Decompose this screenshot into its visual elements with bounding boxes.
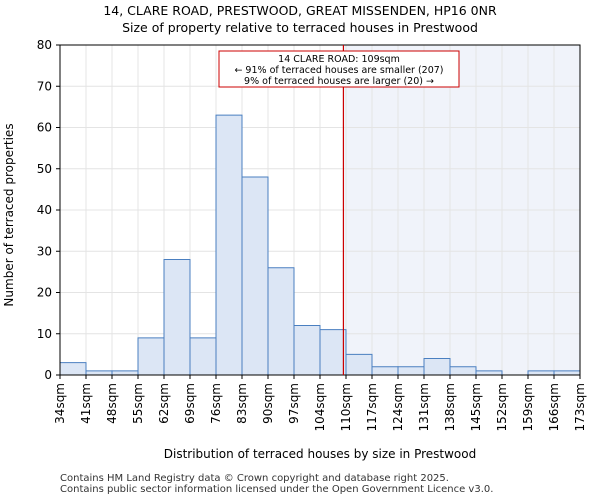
y-axis-label: Number of terraced properties (2, 123, 16, 306)
bar (189, 337, 217, 376)
bar (397, 366, 425, 376)
bar (371, 366, 399, 376)
x-tick-label: 41sqm (79, 383, 93, 424)
bar (85, 370, 113, 376)
bar (241, 176, 269, 376)
x-tick-label: 117sqm (365, 383, 379, 431)
bar (215, 114, 243, 376)
x-tick-label: 159sqm (521, 383, 535, 431)
x-tick-label: 97sqm (287, 383, 301, 424)
x-tick-label: 166sqm (547, 383, 561, 431)
x-tick-label: 110sqm (339, 383, 353, 431)
bar (319, 329, 347, 376)
bar (267, 267, 295, 376)
x-tick-label: 131sqm (417, 383, 431, 431)
x-tick-label: 90sqm (261, 383, 275, 424)
footer-line-1: Contains HM Land Registry data © Crown c… (60, 473, 449, 484)
bar (293, 325, 321, 376)
x-axis-label: Distribution of terraced houses by size … (164, 447, 477, 461)
bar (111, 370, 139, 376)
annotation-box (218, 50, 460, 88)
x-tick-label: 69sqm (183, 383, 197, 424)
x-tick-label: 83sqm (235, 383, 249, 424)
x-tick-label: 152sqm (495, 383, 509, 431)
bar (527, 370, 555, 376)
bar (345, 353, 373, 376)
x-tick-label: 55sqm (131, 383, 145, 424)
y-tick-label: 0 (44, 368, 52, 382)
x-tick-label: 138sqm (443, 383, 457, 431)
y-tick-label: 30 (37, 244, 52, 258)
chart-title: 14, CLARE ROAD, PRESTWOOD, GREAT MISSEND… (103, 3, 497, 18)
bar (475, 370, 503, 376)
y-tick-label: 40 (37, 203, 52, 217)
x-tick-label: 173sqm (573, 383, 587, 431)
bar (449, 366, 477, 376)
y-tick-label: 70 (37, 79, 52, 93)
y-tick-label: 50 (37, 162, 52, 176)
bar (59, 362, 87, 376)
annotation-title: 14 CLARE ROAD: 109sqm (278, 54, 400, 65)
footer-line-2: Contains public sector information licen… (60, 484, 494, 495)
x-tick-label: 104sqm (313, 383, 327, 431)
y-tick-label: 20 (37, 286, 52, 300)
x-tick-label: 34sqm (53, 383, 67, 424)
bar (423, 358, 451, 376)
annotation-larger: 9% of terraced houses are larger (20) → (244, 76, 434, 87)
x-tick-label: 62sqm (157, 383, 171, 424)
bar (163, 259, 191, 376)
y-tick-label: 80 (37, 38, 52, 52)
x-tick-label: 48sqm (105, 383, 119, 424)
chart-subtitle: Size of property relative to terraced ho… (122, 20, 478, 35)
x-tick-label: 124sqm (391, 383, 405, 431)
x-tick-label: 145sqm (469, 383, 483, 431)
annotation-smaller: ← 91% of terraced houses are smaller (20… (234, 65, 443, 76)
x-tick-label: 76sqm (209, 383, 223, 424)
y-tick-label: 10 (37, 327, 52, 341)
bar (553, 370, 581, 376)
bar (137, 337, 165, 376)
y-tick-label: 60 (37, 121, 52, 135)
